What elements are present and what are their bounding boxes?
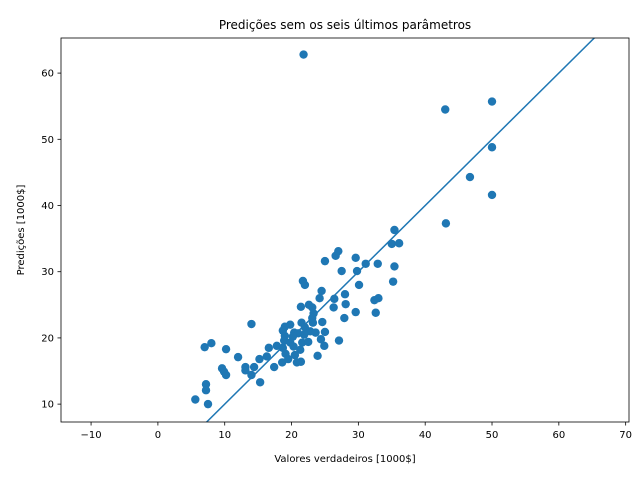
x-tick-label: 20 bbox=[285, 430, 298, 441]
data-point bbox=[341, 299, 350, 309]
data-point bbox=[269, 362, 279, 372]
data-point bbox=[191, 395, 200, 404]
y-tick-label: 30 bbox=[41, 267, 54, 278]
data-point bbox=[320, 327, 330, 337]
x-tick-label: 0 bbox=[155, 430, 161, 441]
chart-title: Predições sem os seis últimos parâmetros bbox=[219, 18, 471, 32]
data-point bbox=[487, 143, 497, 152]
data-point bbox=[241, 366, 250, 375]
data-point bbox=[320, 256, 330, 266]
y-tick-label: 40 bbox=[41, 201, 54, 212]
y-axis-ticks: 10 20 30 40 50 60 bbox=[41, 69, 61, 411]
plot-frame bbox=[60, 37, 630, 423]
data-point bbox=[221, 344, 231, 354]
data-point bbox=[318, 317, 327, 327]
data-point bbox=[299, 50, 308, 59]
y-tick-label: 10 bbox=[41, 400, 54, 411]
data-point bbox=[390, 225, 399, 235]
data-point bbox=[289, 342, 298, 351]
data-point bbox=[390, 262, 399, 271]
plot-content bbox=[191, 38, 596, 422]
data-point bbox=[300, 330, 309, 339]
data-point bbox=[329, 303, 338, 312]
data-point bbox=[340, 290, 350, 299]
x-tick-label: 60 bbox=[552, 430, 565, 441]
data-point bbox=[374, 293, 383, 303]
data-point bbox=[255, 378, 265, 387]
identity-reference-line bbox=[205, 38, 596, 422]
x-tick-label: 10 bbox=[218, 430, 231, 441]
x-axis-label: Valores verdadeiros [1000$] bbox=[274, 454, 415, 465]
data-point bbox=[487, 190, 497, 200]
data-point bbox=[334, 246, 343, 256]
data-point bbox=[304, 337, 313, 347]
data-point bbox=[315, 293, 324, 303]
data-point bbox=[371, 308, 380, 317]
plot-area bbox=[61, 38, 629, 422]
data-point bbox=[300, 280, 310, 290]
data-point bbox=[317, 286, 326, 296]
data-points bbox=[191, 50, 497, 409]
y-axis-label: Predições [1000$] bbox=[16, 185, 27, 276]
data-point bbox=[394, 239, 404, 248]
data-point bbox=[373, 259, 382, 268]
x-tick-label: −10 bbox=[81, 430, 102, 441]
data-point bbox=[221, 370, 231, 380]
data-point bbox=[351, 307, 360, 317]
x-tick-label: 30 bbox=[352, 430, 365, 441]
data-point bbox=[340, 313, 349, 323]
x-axis-ticks: −10 0 10 20 30 40 50 60 70 bbox=[81, 422, 632, 441]
data-point bbox=[284, 354, 293, 364]
data-point bbox=[233, 352, 243, 362]
data-point bbox=[487, 97, 497, 106]
data-point bbox=[296, 357, 306, 366]
x-tick-label: 40 bbox=[419, 430, 432, 441]
y-tick-label: 60 bbox=[41, 69, 54, 80]
y-tick-label: 20 bbox=[41, 333, 54, 344]
data-point bbox=[201, 380, 211, 389]
data-point bbox=[354, 280, 364, 290]
data-point bbox=[296, 345, 305, 355]
data-point bbox=[441, 219, 451, 228]
data-point bbox=[247, 319, 256, 329]
data-point bbox=[387, 239, 396, 249]
data-point bbox=[334, 336, 344, 345]
data-point bbox=[441, 105, 450, 114]
data-point bbox=[201, 386, 211, 395]
data-point bbox=[313, 351, 322, 360]
data-point bbox=[262, 352, 272, 361]
data-point bbox=[247, 370, 256, 380]
data-point bbox=[290, 350, 300, 360]
y-tick-label: 50 bbox=[41, 135, 54, 146]
data-point bbox=[203, 399, 213, 409]
data-point bbox=[465, 172, 475, 182]
data-point bbox=[361, 259, 370, 268]
data-point bbox=[249, 362, 259, 372]
data-point bbox=[200, 342, 209, 352]
data-point bbox=[388, 277, 398, 286]
data-point bbox=[264, 343, 274, 353]
data-point bbox=[330, 294, 339, 304]
data-point bbox=[352, 266, 362, 276]
data-point bbox=[296, 302, 306, 311]
x-tick-label: 50 bbox=[486, 430, 499, 441]
data-point bbox=[320, 341, 329, 351]
data-point bbox=[311, 328, 320, 337]
x-tick-label: 70 bbox=[619, 430, 632, 441]
data-point bbox=[207, 339, 216, 348]
data-point bbox=[308, 318, 318, 327]
data-point bbox=[316, 335, 326, 344]
data-point bbox=[255, 354, 264, 364]
data-point bbox=[337, 266, 346, 276]
data-point bbox=[351, 253, 360, 263]
